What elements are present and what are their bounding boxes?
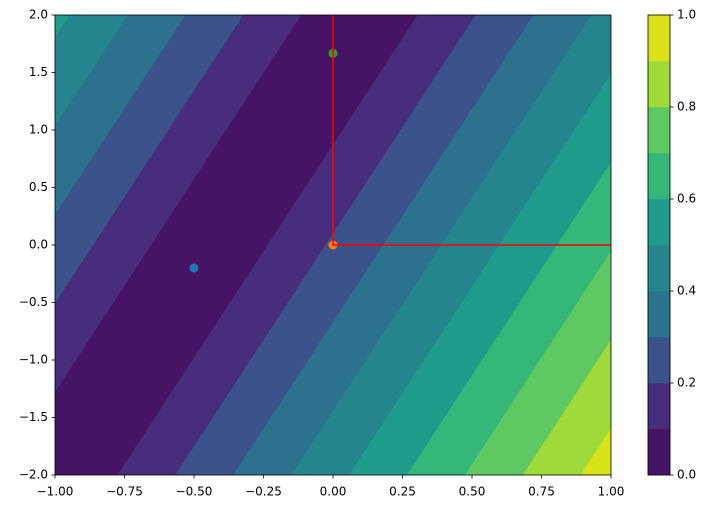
colorbar-band (647, 336, 671, 384)
colorbar-tick-label: 0.0 (677, 468, 696, 482)
x-tick-label: −0.25 (245, 485, 282, 499)
y-tick-label: 2.0 (29, 8, 48, 22)
y-tick-label: 0.5 (29, 180, 48, 194)
plot-area (55, 15, 611, 475)
y-tick-label: −1.0 (19, 353, 48, 367)
contour-band (55, 15, 418, 475)
colorbar-tick-label: 0.6 (677, 192, 696, 206)
y-tick-label: 1.0 (29, 123, 48, 137)
colorbar-band (647, 428, 671, 476)
y-tick-label: 1.5 (29, 65, 48, 79)
colorbar-band (647, 290, 671, 338)
x-tick-label: −1.00 (37, 485, 74, 499)
colorbar-band (647, 106, 671, 154)
x-tick-label: 0.75 (528, 485, 555, 499)
colorbar-tick-label: 0.4 (677, 284, 696, 298)
x-tick-label: 1.00 (598, 485, 625, 499)
colorbar-band (647, 198, 671, 246)
x-tick-label: 0.25 (389, 485, 416, 499)
colorbar-tick-label: 0.2 (677, 376, 696, 390)
scatter-point (189, 263, 199, 273)
x-tick-label: 0.00 (320, 485, 347, 499)
colorbar-band (647, 152, 671, 200)
y-tick-label: −2.0 (19, 468, 48, 482)
colorbar-tick-label: 1.0 (677, 8, 696, 22)
x-tick-label: 0.50 (459, 485, 486, 499)
colorbar-tick-label: 0.8 (677, 100, 696, 114)
line (332, 15, 611, 246)
colorbar-band (647, 60, 671, 108)
colorbar-band (647, 244, 671, 292)
colorbar-frame (647, 14, 671, 476)
y-tick-label: −1.5 (19, 410, 48, 424)
y-tick-label: 0.0 (29, 238, 48, 252)
x-tick-label: −0.75 (106, 485, 143, 499)
x-tick-label: −0.50 (176, 485, 213, 499)
colorbar-band (647, 382, 671, 430)
colorbar-band (647, 14, 671, 62)
y-tick-label: −0.5 (19, 295, 48, 309)
